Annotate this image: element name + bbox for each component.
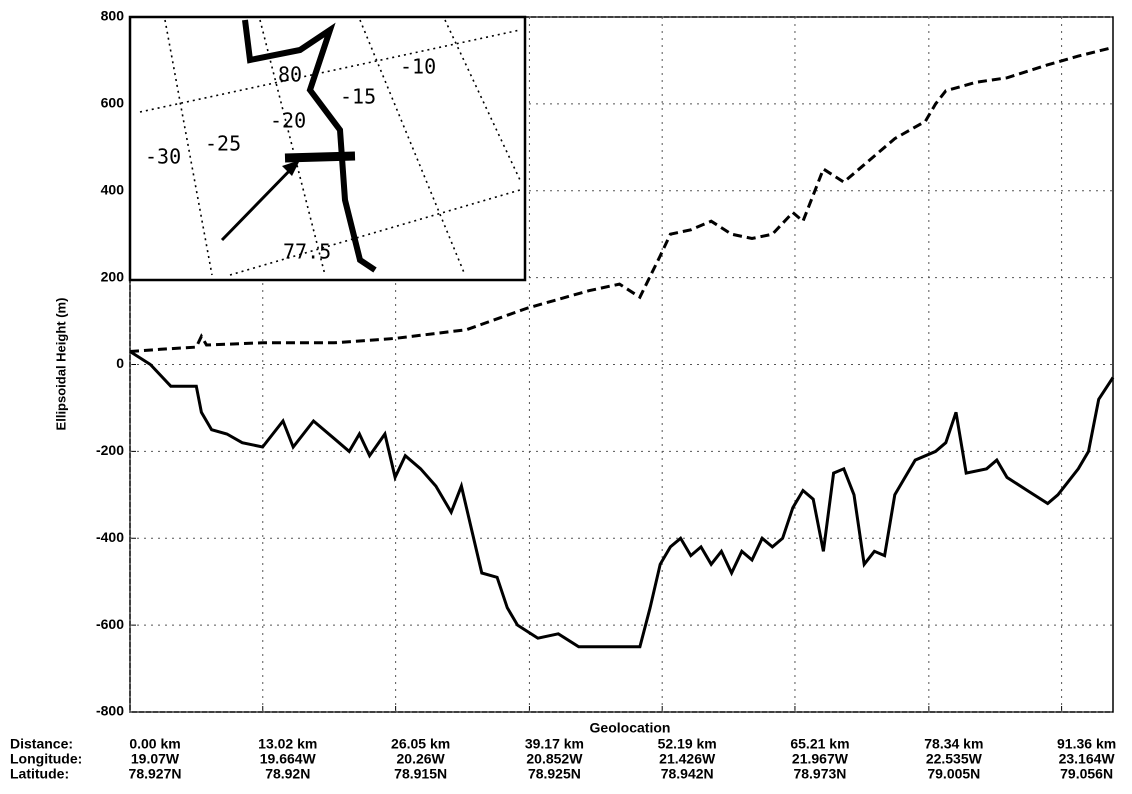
x-row-label: 78.942N xyxy=(661,766,714,782)
y-tick-label: 200 xyxy=(101,268,125,284)
y-tick-label: -200 xyxy=(96,442,124,458)
x-row-label: 79.056N xyxy=(1060,766,1113,782)
map-track xyxy=(242,19,377,273)
y-tick-label: 400 xyxy=(101,181,125,197)
x-row-title: Latitude: xyxy=(10,766,69,782)
map-grid xyxy=(164,19,213,276)
x-tick-label: 52.19 km xyxy=(658,736,717,752)
plot-area: -800 -600 -400 -200 0 200 400 600 800 0.00 km 13.0… xyxy=(10,8,1116,782)
x-row-label: 20.852W xyxy=(526,751,583,767)
map-label: -25 xyxy=(205,132,241,156)
map-label: -30 xyxy=(145,145,181,169)
map-grid xyxy=(259,19,326,276)
x-row-label: 23.164W xyxy=(1059,751,1116,767)
x-axis-label: Geolocation xyxy=(590,720,671,736)
x-row-label: 19.664W xyxy=(260,751,317,767)
x-row-label: 21.426W xyxy=(659,751,716,767)
map-label: -10 xyxy=(400,55,436,79)
y-tick-label: 800 xyxy=(101,8,125,24)
map-label: -15 xyxy=(340,85,376,109)
x-tick-label: 78.34 km xyxy=(924,736,983,752)
y-tick-label: -600 xyxy=(96,616,124,632)
map-label: -20 xyxy=(270,109,306,133)
x-tick-label: 26.05 km xyxy=(391,736,450,752)
x-tick-label: 65.21 km xyxy=(790,736,849,752)
x-row-label: 78.927N xyxy=(129,766,182,782)
map-arrow-head xyxy=(282,160,300,176)
x-row-label: 78.973N xyxy=(793,766,846,782)
data-line xyxy=(129,350,1115,649)
map-arrow xyxy=(220,163,297,242)
x-tick-label: 39.17 km xyxy=(525,736,584,752)
map-grid xyxy=(359,19,466,276)
map-track xyxy=(284,151,356,163)
x-row-label: 20.26W xyxy=(397,751,446,767)
y-axis-label: Ellipsoidal Height (m) xyxy=(53,298,68,431)
x-tick-label: 91.36 km xyxy=(1057,736,1116,752)
y-tick-label: -800 xyxy=(96,703,124,719)
map-grid xyxy=(229,189,521,276)
y-tick-label: 600 xyxy=(101,95,125,111)
x-row-title: Distance: xyxy=(10,736,73,752)
x-tick-label: 0.00 km xyxy=(129,736,180,752)
y-tick-label: 0 xyxy=(116,355,124,371)
data-line xyxy=(129,45,1114,353)
x-row-label: 78.92N xyxy=(265,766,310,782)
x-row-title: Longitude: xyxy=(10,751,82,767)
inset-map: -30 -25 -20 -15 -10 80 77.5 xyxy=(128,15,527,282)
inset-frame xyxy=(128,15,527,282)
map-label: 77.5 xyxy=(283,240,331,264)
y-tick-label: -400 xyxy=(96,529,124,545)
x-row-label: 79.005N xyxy=(927,766,980,782)
x-row-label: 78.915N xyxy=(394,766,447,782)
x-row-label: 21.967W xyxy=(792,751,849,767)
map-label: 80 xyxy=(278,63,302,87)
x-row-label: 22.535W xyxy=(926,751,983,767)
x-tick-label: 13.02 km xyxy=(258,736,317,752)
x-row-label: 78.925N xyxy=(528,766,581,782)
x-row-label: 19.07W xyxy=(131,751,180,767)
